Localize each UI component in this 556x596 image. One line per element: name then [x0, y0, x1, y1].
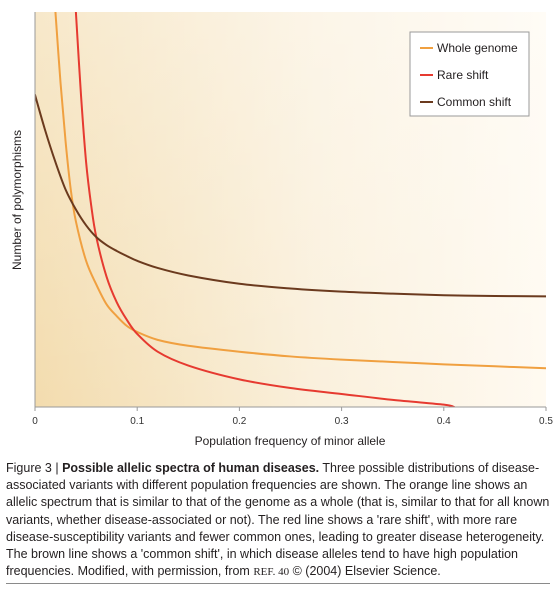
- allelic-spectra-chart: 0 0.1 0.2 0.3 0.4 0.5 Population frequency of…: [0, 0, 556, 452]
- caption-reference: REF. 40: [253, 566, 289, 578]
- chart-area: 0 0.1 0.2 0.3 0.4 0.5 Population frequency of…: [0, 0, 556, 452]
- legend: Whole genome Rare shift Common shift: [410, 32, 529, 116]
- x-tick-label: 0.5: [539, 416, 553, 427]
- legend-label-common-shift: Common shift: [437, 95, 512, 109]
- y-axis-title: Number of polymorphisms: [10, 130, 24, 270]
- caption-copyright: © (2004) Elsevier Science.: [289, 564, 441, 578]
- x-axis-title: Population frequency of minor allele: [195, 434, 386, 448]
- x-tick-label: 0.4: [437, 416, 451, 427]
- x-tick-label: 0: [32, 416, 38, 427]
- caption-title: Possible allelic spectra of human diseas…: [62, 461, 319, 475]
- caption-figure-label: Figure 3 |: [6, 461, 62, 475]
- x-tick-label: 0.2: [232, 416, 246, 427]
- caption-divider: [6, 583, 550, 584]
- caption-body: Three possible distributions of disease-…: [6, 461, 549, 578]
- x-tick-label: 0.1: [130, 416, 144, 427]
- legend-label-whole-genome: Whole genome: [437, 41, 518, 55]
- figure-caption: Figure 3 | Possible allelic spectra of h…: [6, 460, 550, 581]
- x-tick-label: 0.3: [335, 416, 349, 427]
- legend-label-rare-shift: Rare shift: [437, 68, 489, 82]
